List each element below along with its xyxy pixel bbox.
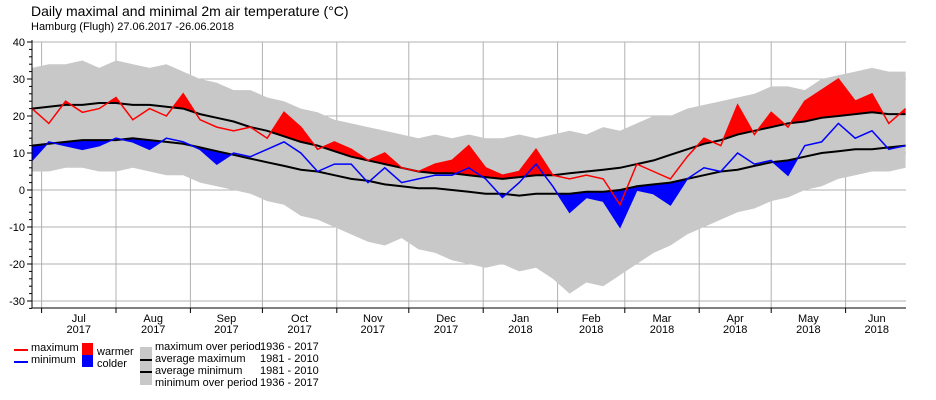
y-tick-label: 10 xyxy=(13,148,25,160)
chart-subtitle: Hamburg (Flugh) 27.06.2017 -26.06.2018 xyxy=(31,21,235,33)
legend-row-label: minimum over period xyxy=(155,377,258,389)
legend-row-period: 1981 - 2010 xyxy=(260,353,319,365)
legend-warmer-swatch xyxy=(82,343,93,355)
y-tick-label: 20 xyxy=(13,111,25,123)
x-tick-label-year: 2018 xyxy=(723,324,747,336)
x-tick-label-month: Apr xyxy=(727,313,744,325)
x-tick-label-month: Dec xyxy=(436,313,456,325)
average-minimum-line xyxy=(31,137,906,197)
x-tick-label-month: Aug xyxy=(143,313,163,325)
y-tick-label: -30 xyxy=(9,296,25,308)
x-tick-label-month: Mar xyxy=(653,313,672,325)
x-tick-label-year: 2017 xyxy=(214,324,238,336)
x-tick-label-year: 2018 xyxy=(796,324,820,336)
legend-colder: colder xyxy=(97,358,127,370)
y-tick-label: -20 xyxy=(9,259,25,271)
range-band xyxy=(32,60,906,294)
legend-minimum: minimum xyxy=(31,354,76,366)
x-tick-label-month: Jan xyxy=(512,313,530,325)
legend-colder-swatch xyxy=(82,355,93,367)
y-tick-label: -10 xyxy=(9,222,25,234)
legend-row-label: maximum over period xyxy=(155,341,261,353)
x-tick-label-year: 2017 xyxy=(361,324,385,336)
x-tick-label-month: Jul xyxy=(72,313,86,325)
x-tick-label-year: 2018 xyxy=(579,324,603,336)
x-tick-label-month: Feb xyxy=(582,313,601,325)
x-tick-label-year: 2017 xyxy=(434,324,458,336)
legend-warmer: warmer xyxy=(97,346,134,358)
x-tick-label-year: 2018 xyxy=(650,324,674,336)
maximum-line xyxy=(31,77,907,207)
y-tick-label: 30 xyxy=(13,74,25,86)
x-tick-label-year: 2018 xyxy=(865,324,889,336)
x-tick-label-year: 2017 xyxy=(287,324,311,336)
x-tick-label-year: 2017 xyxy=(67,324,91,336)
legend-row-label: average maximum xyxy=(155,353,246,365)
x-tick-label-month: Nov xyxy=(363,313,383,325)
legend-row-period: 1936 - 2017 xyxy=(260,377,319,389)
legend-row-period: 1936 - 2017 xyxy=(260,341,319,353)
x-tick-label-month: Sep xyxy=(217,313,237,325)
x-tick-label-month: May xyxy=(798,313,819,325)
legend-row-label: average minimum xyxy=(155,365,243,377)
legend-avg-min-swatch xyxy=(140,371,152,373)
average-maximum-line xyxy=(31,102,906,180)
chart-title: Daily maximal and minimal 2m air tempera… xyxy=(31,3,349,19)
legend-minimum-swatch xyxy=(14,361,28,363)
x-tick-label-month: Jun xyxy=(868,313,886,325)
legend-row-period: 1981 - 2010 xyxy=(260,365,319,377)
legend-maximum: maximum xyxy=(31,342,79,354)
x-tick-label-month: Oct xyxy=(291,313,308,325)
y-tick-label: 40 xyxy=(13,37,25,49)
minimum-line xyxy=(31,122,906,229)
x-tick-label-year: 2017 xyxy=(141,324,165,336)
legend-avg-max-swatch xyxy=(140,359,152,361)
legend-maximum-swatch xyxy=(14,349,28,351)
x-tick-label-year: 2018 xyxy=(508,324,532,336)
legend-range-swatch xyxy=(140,347,152,385)
y-tick-label: 0 xyxy=(19,185,25,197)
